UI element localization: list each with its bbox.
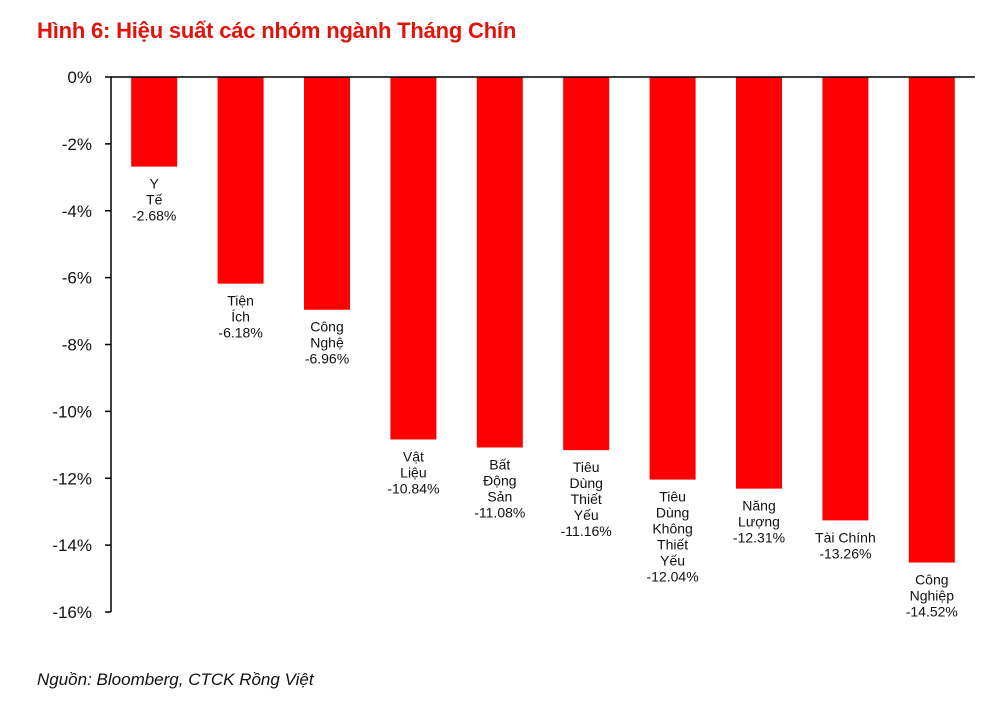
category-label: Bất (489, 456, 510, 472)
bar (304, 77, 350, 310)
y-tick-label: 0% (67, 68, 92, 87)
category-label: Tài Chính (815, 529, 876, 545)
data-label: -6.96% (305, 351, 349, 367)
data-label: -11.08% (474, 504, 525, 520)
bar (217, 77, 264, 284)
category-label: Tế (146, 192, 163, 208)
category-label: Nghệ (310, 335, 344, 351)
bar (476, 77, 523, 448)
bar (649, 77, 696, 480)
category-label: Tiêu (659, 489, 686, 505)
y-tick-label: -14% (52, 536, 92, 555)
bar (908, 77, 955, 563)
chart-source: Nguồn: Bloomberg, CTCK Rồng Việt (37, 670, 314, 689)
bar (131, 77, 178, 167)
data-label: -13.26% (819, 545, 871, 561)
category-label: Thiết (657, 537, 688, 553)
chart-title: Hình 6: Hiệu suất các nhóm ngành Tháng C… (37, 18, 517, 43)
bar (390, 77, 437, 440)
category-label: Vật (403, 448, 424, 464)
category-label: Dùng (656, 505, 689, 521)
data-label: -14.52% (906, 604, 958, 620)
category-label: Tiêu (573, 459, 600, 475)
category-label: Lượng (738, 514, 780, 530)
bar (563, 77, 610, 451)
category-label: Thiết (571, 491, 602, 507)
category-label: Nghiệp (910, 588, 955, 604)
y-axis: 0% -2% -4% -6% -8% -10% -12% -14% -16% (52, 68, 975, 622)
category-label: Tiện (227, 293, 254, 309)
y-tick-label: -10% (52, 402, 92, 421)
data-label: -6.18% (218, 325, 262, 341)
y-tick-label: -2% (62, 135, 92, 154)
data-label: -10.84% (387, 480, 439, 496)
bar (822, 77, 869, 521)
category-label: Y (150, 176, 160, 192)
y-tick-label: -12% (52, 469, 92, 488)
data-label: -12.31% (733, 530, 785, 546)
data-label: -2.68% (132, 208, 176, 224)
category-label: Liệu (400, 464, 426, 480)
category-label: Động (483, 472, 516, 488)
category-label: Yếu (574, 507, 599, 523)
category-label: Ích (231, 309, 250, 325)
category-label: Năng (742, 498, 775, 514)
y-tick-label: -4% (62, 202, 92, 221)
y-tick-label: -8% (62, 336, 92, 355)
bar (736, 77, 782, 489)
y-tick-label: -16% (52, 603, 92, 622)
y-tick-label: -6% (62, 269, 92, 288)
data-label: -12.04% (647, 569, 699, 585)
bars-group (131, 77, 955, 563)
category-label: Dùng (569, 475, 602, 491)
category-label: Không (652, 521, 692, 537)
category-label: Sản (487, 488, 512, 504)
category-label: Công (915, 572, 948, 588)
category-label: Công (310, 319, 343, 335)
data-label: -11.16% (561, 523, 612, 539)
category-label: Yếu (660, 553, 685, 569)
